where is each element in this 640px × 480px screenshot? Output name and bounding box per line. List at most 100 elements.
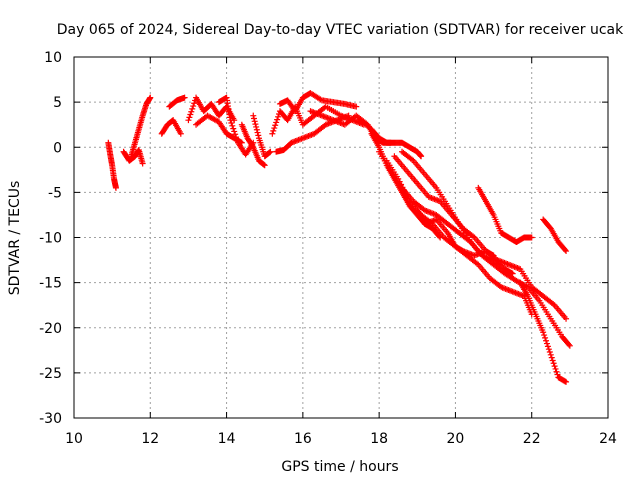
- x-tick-label: 16: [294, 431, 312, 447]
- data-point: [509, 270, 516, 277]
- data-point: [551, 363, 558, 370]
- data-point: [231, 128, 238, 135]
- data-point: [250, 115, 257, 122]
- data-point: [554, 371, 561, 378]
- series-arc-5: [166, 94, 188, 110]
- data-point: [563, 315, 570, 322]
- series-arc-21: [414, 207, 497, 259]
- data-point: [565, 341, 572, 348]
- data-point: [418, 153, 425, 160]
- data-point: [269, 130, 276, 137]
- data-point: [181, 94, 188, 101]
- data-point: [189, 105, 196, 112]
- y-tick-label: -15: [39, 276, 62, 292]
- y-tick-label: 0: [53, 140, 62, 156]
- data-point: [230, 125, 237, 132]
- data-point: [271, 125, 278, 132]
- data-point: [563, 248, 570, 255]
- y-tick-label: -10: [39, 231, 62, 247]
- data-point: [252, 121, 259, 128]
- x-tick-label: 22: [523, 431, 541, 447]
- data-point: [544, 343, 551, 350]
- data-point: [272, 122, 279, 129]
- data-point: [552, 365, 559, 372]
- series-arc-24: [540, 216, 570, 255]
- data-point: [186, 114, 193, 121]
- y-tick-label: 10: [44, 50, 62, 66]
- data-point: [139, 160, 146, 167]
- data-point: [270, 127, 277, 134]
- tick-labels: 10 12 14 16 18 20 22 24 10 5 0 -5 -10 -15 -20 -25 -30: [39, 50, 617, 447]
- y-tick-label: -5: [48, 185, 62, 201]
- x-tick-label: 10: [65, 431, 83, 447]
- series-arc-6: [185, 94, 238, 124]
- data-point: [549, 357, 556, 364]
- data-point: [543, 340, 550, 347]
- plot-frame: [73, 56, 609, 419]
- data-point: [112, 184, 119, 191]
- series-arc-2: [120, 146, 146, 167]
- data-point: [566, 342, 573, 349]
- data-point: [234, 136, 241, 143]
- data-point: [190, 103, 197, 110]
- data-point: [542, 334, 549, 341]
- y-tick-label: -25: [39, 366, 62, 382]
- series-arc-15: [357, 117, 425, 160]
- data-point: [563, 378, 570, 385]
- data-point: [188, 108, 195, 115]
- series-arc-12: [276, 90, 360, 115]
- data-point: [228, 119, 235, 126]
- y-tick-label: 5: [53, 95, 62, 111]
- series-arc-23: [517, 279, 570, 385]
- plot-points: [105, 90, 573, 385]
- data-point: [548, 354, 555, 361]
- data-point: [545, 346, 552, 353]
- data-point: [490, 252, 497, 259]
- x-tick-label: 14: [218, 431, 236, 447]
- data-point: [233, 134, 240, 141]
- data-point: [553, 368, 560, 375]
- series-arc-3: [128, 94, 154, 160]
- data-point: [251, 118, 258, 125]
- series-arc-1: [105, 139, 119, 191]
- x-tick-label: 20: [447, 431, 465, 447]
- data-point: [267, 148, 274, 155]
- data-point: [255, 132, 262, 139]
- y-tick-label: -20: [39, 321, 62, 337]
- data-point: [543, 337, 550, 344]
- data-point: [546, 349, 553, 356]
- data-point: [345, 112, 352, 119]
- data-point: [540, 329, 547, 336]
- data-point: [261, 162, 268, 169]
- data-point: [550, 360, 557, 367]
- data-point: [353, 103, 360, 110]
- x-axis-label: GPS time / hours: [281, 459, 398, 475]
- x-tick-label: 12: [141, 431, 159, 447]
- data-point: [528, 234, 535, 241]
- series-arc-20: [399, 148, 516, 277]
- data-point: [253, 126, 260, 133]
- data-point: [275, 113, 282, 120]
- y-axis-label: SDTVAR / TECUs: [7, 181, 23, 296]
- chart-title: Day 065 of 2024, Sidereal Day-to-day VTE…: [57, 22, 624, 38]
- data-point: [273, 119, 280, 126]
- series-arc-9: [238, 121, 268, 169]
- series-arc-10: [250, 112, 274, 160]
- x-tick-label: 24: [599, 431, 617, 447]
- data-point: [274, 116, 281, 123]
- data-point: [185, 117, 192, 124]
- y-tick-label: -30: [39, 411, 62, 427]
- x-tick-label: 18: [370, 431, 388, 447]
- data-point: [254, 129, 261, 136]
- data-point: [147, 94, 154, 101]
- series-arc-22: [475, 184, 535, 246]
- data-point: [562, 246, 569, 253]
- data-point: [541, 332, 548, 339]
- data-point: [227, 117, 234, 124]
- data-point: [232, 131, 239, 138]
- data-point: [177, 130, 184, 137]
- data-point: [253, 123, 260, 130]
- series-arc-4: [158, 117, 184, 137]
- data-point: [250, 112, 257, 119]
